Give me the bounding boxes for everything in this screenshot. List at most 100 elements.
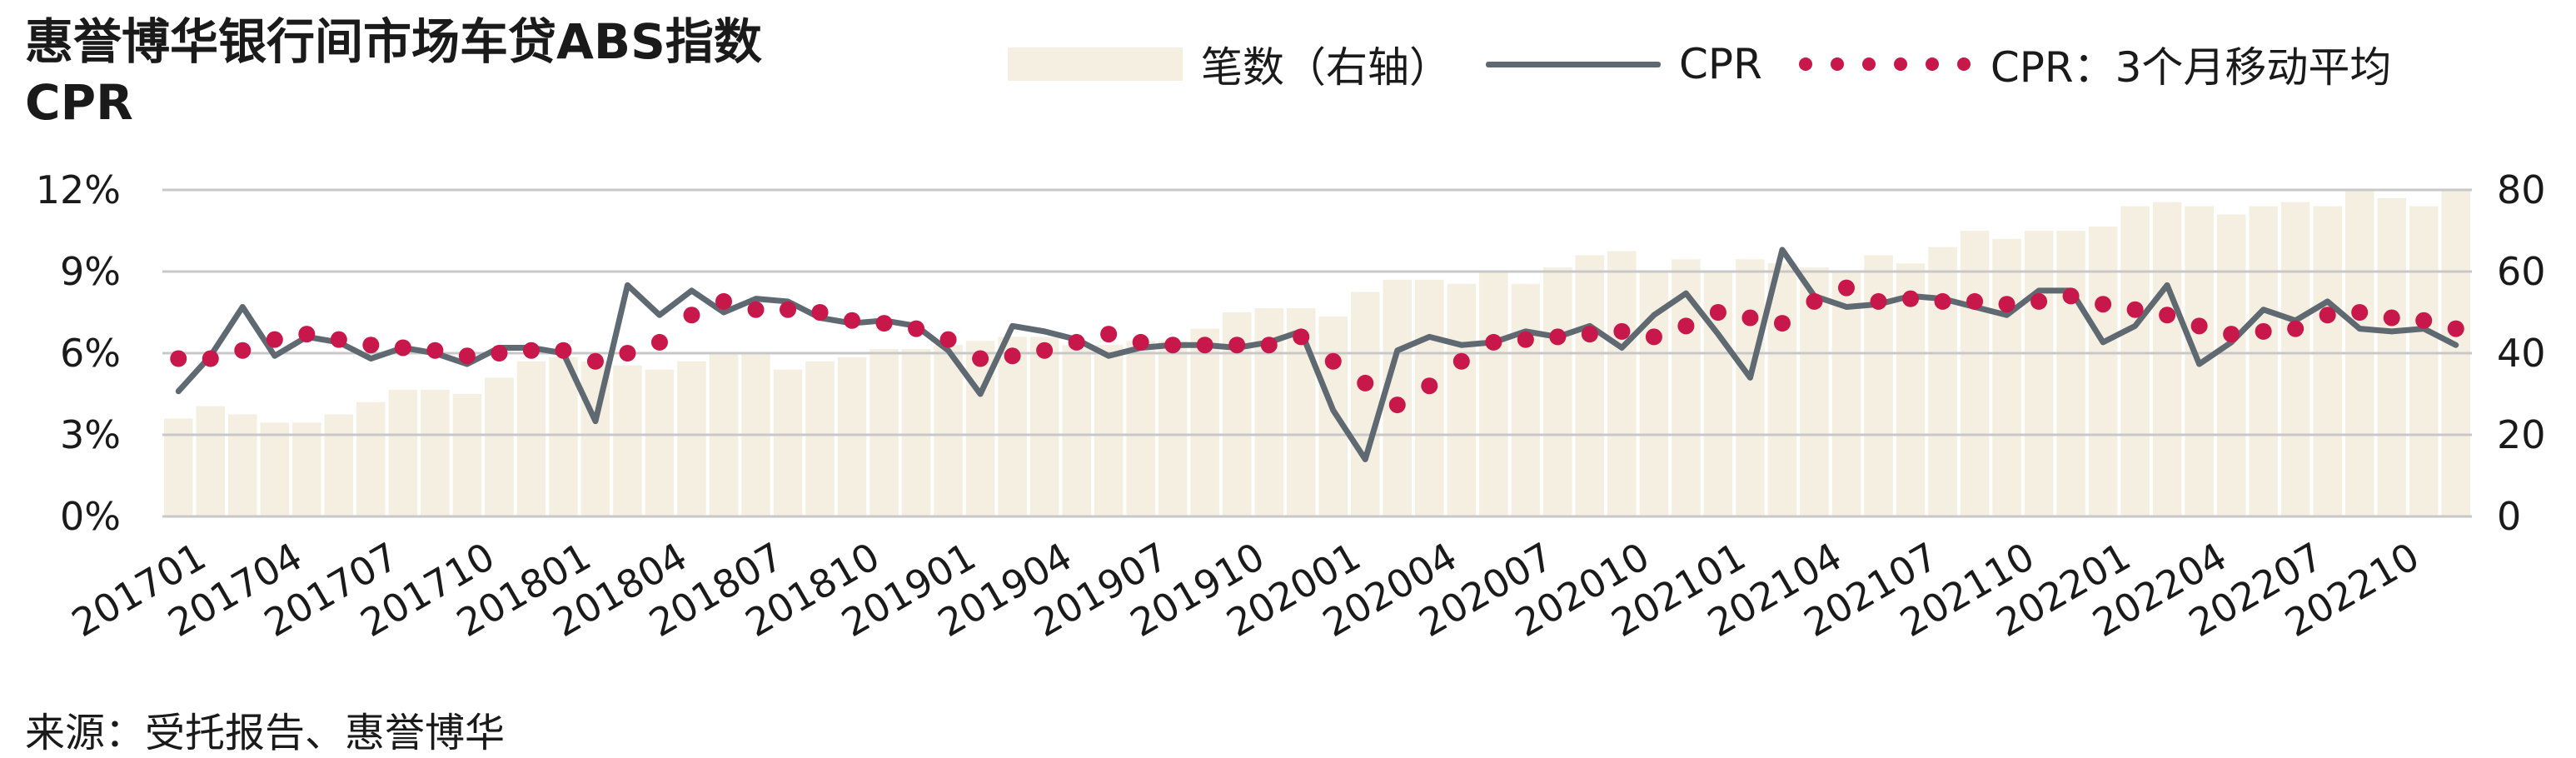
point-cpr-ma3-202109 — [1966, 292, 1984, 310]
point-cpr-ma3-202008 — [1549, 328, 1567, 346]
y-right-tick-label: 0 — [2497, 494, 2521, 539]
point-cpr-ma3-202012 — [1677, 317, 1695, 335]
bar-201803 — [613, 365, 642, 516]
point-cpr-ma3-201905 — [1068, 333, 1085, 351]
chart-title-line1: 惠誉博华银行间市场车贷ABS指数 — [25, 13, 762, 70]
point-cpr-ma3-202204 — [2190, 317, 2208, 335]
bar-201707 — [356, 401, 386, 516]
point-cpr-ma3-201709 — [426, 342, 444, 359]
point-cpr-ma3-201907 — [1132, 333, 1149, 351]
bar-201811 — [869, 349, 899, 516]
legend-swatch-line — [1486, 61, 1661, 67]
bar-202203 — [2152, 202, 2182, 516]
chart-title-line2: CPR — [25, 73, 133, 131]
point-cpr-ma3-202209 — [2351, 304, 2369, 321]
bar-202006 — [1479, 272, 1508, 516]
bar-202102 — [1736, 259, 1765, 516]
point-cpr-ma3-201903 — [1004, 347, 1021, 365]
bar-202108 — [1928, 247, 1957, 516]
point-cpr-ma3-201802 — [586, 352, 604, 370]
y-right-tick-label: 20 — [2497, 412, 2546, 457]
y-left-tick-label: 0% — [60, 494, 121, 539]
bar-201909 — [1190, 328, 1219, 516]
bar-202206 — [2249, 206, 2278, 516]
bar-202205 — [2216, 214, 2246, 516]
point-cpr-ma3-201705 — [298, 326, 316, 343]
bar-202008 — [1543, 267, 1572, 516]
point-cpr-ma3-202108 — [1934, 292, 1951, 310]
point-cpr-ma3-201912 — [1293, 328, 1310, 346]
legend-swatch-bars — [1008, 47, 1183, 81]
legend-item-line: CPR — [1486, 40, 1762, 88]
point-cpr-ma3-201811 — [875, 315, 893, 332]
legend-label-line: CPR — [1679, 40, 1762, 88]
bar-201905 — [1062, 345, 1091, 516]
bar-202010 — [1607, 251, 1637, 516]
bar-202202 — [2120, 206, 2150, 516]
point-cpr-ma3-202011 — [1645, 328, 1662, 346]
bar-201907 — [1126, 341, 1155, 516]
point-cpr-ma3-202103 — [1773, 315, 1791, 332]
bar-202105 — [1831, 272, 1861, 516]
bar-202109 — [1960, 231, 1990, 516]
bar-202007 — [1511, 283, 1541, 516]
point-cpr-ma3-201706 — [330, 331, 347, 348]
point-cpr-ma3-202112 — [2062, 287, 2080, 305]
bar-201710 — [452, 394, 482, 516]
bar-202201 — [2088, 227, 2118, 516]
chart-title: 惠誉博华银行间市场车贷ABS指数 CPR — [25, 12, 762, 132]
legend-swatch-dots — [1797, 56, 1972, 72]
bar-202002 — [1351, 292, 1380, 516]
point-cpr-ma3-202212 — [2447, 320, 2464, 337]
bar-201812 — [901, 349, 931, 516]
point-cpr-ma3-201807 — [747, 301, 765, 318]
point-cpr-ma3-202210 — [2383, 309, 2400, 327]
point-cpr-ma3-201911 — [1260, 337, 1278, 354]
bar-202110 — [1992, 238, 2021, 516]
point-cpr-ma3-202202 — [2126, 301, 2144, 318]
point-cpr-ma3-201708 — [394, 339, 411, 357]
point-cpr-ma3-201909 — [1196, 337, 1213, 354]
bar-201703 — [228, 414, 257, 516]
point-cpr-ma3-202105 — [1837, 279, 1855, 297]
point-cpr-ma3-202110 — [1998, 296, 2015, 313]
point-cpr-ma3-201711 — [491, 345, 508, 362]
bar-202009 — [1575, 255, 1605, 516]
point-cpr-ma3-201805 — [683, 307, 700, 324]
bar-201810 — [837, 357, 867, 516]
point-cpr-ma3-202201 — [2095, 296, 2112, 313]
bar-202208 — [2313, 206, 2342, 516]
point-cpr-ma3-201803 — [619, 345, 636, 362]
point-cpr-ma3-202104 — [1806, 292, 1823, 310]
bar-201705 — [292, 422, 321, 516]
point-cpr-ma3-201710 — [458, 347, 476, 365]
bar-201706 — [324, 414, 354, 516]
bar-202004 — [1415, 279, 1444, 516]
point-cpr-ma3-202211 — [2415, 312, 2433, 329]
point-cpr-ma3-201812 — [908, 320, 925, 337]
y-left-tick-label: 6% — [60, 331, 121, 376]
point-cpr-ma3-201908 — [1164, 337, 1182, 354]
bar-202112 — [2056, 231, 2085, 516]
bar-201906 — [1094, 345, 1124, 516]
bar-201704 — [260, 422, 290, 516]
point-cpr-ma3-202111 — [2030, 292, 2048, 310]
bar-202211 — [2409, 206, 2439, 516]
point-cpr-ma3-202106 — [1870, 292, 1887, 310]
point-cpr-ma3-201703 — [234, 342, 252, 359]
point-cpr-ma3-202004 — [1421, 377, 1438, 395]
bar-201808 — [773, 369, 803, 516]
point-cpr-ma3-202010 — [1613, 322, 1631, 340]
bar-201701 — [164, 418, 193, 516]
point-cpr-ma3-202102 — [1741, 309, 1759, 327]
point-cpr-ma3-202207 — [2287, 320, 2304, 337]
point-cpr-ma3-201809 — [811, 304, 829, 321]
point-cpr-ma3-201904 — [1036, 342, 1054, 359]
legend-label-bars: 笔数（右轴） — [1201, 43, 1451, 92]
point-cpr-ma3-202006 — [1485, 333, 1502, 351]
point-cpr-ma3-202107 — [1902, 290, 1920, 307]
point-cpr-ma3-201712 — [522, 342, 540, 359]
point-cpr-ma3-201801 — [555, 342, 572, 359]
point-cpr-ma3-202005 — [1452, 352, 1470, 370]
